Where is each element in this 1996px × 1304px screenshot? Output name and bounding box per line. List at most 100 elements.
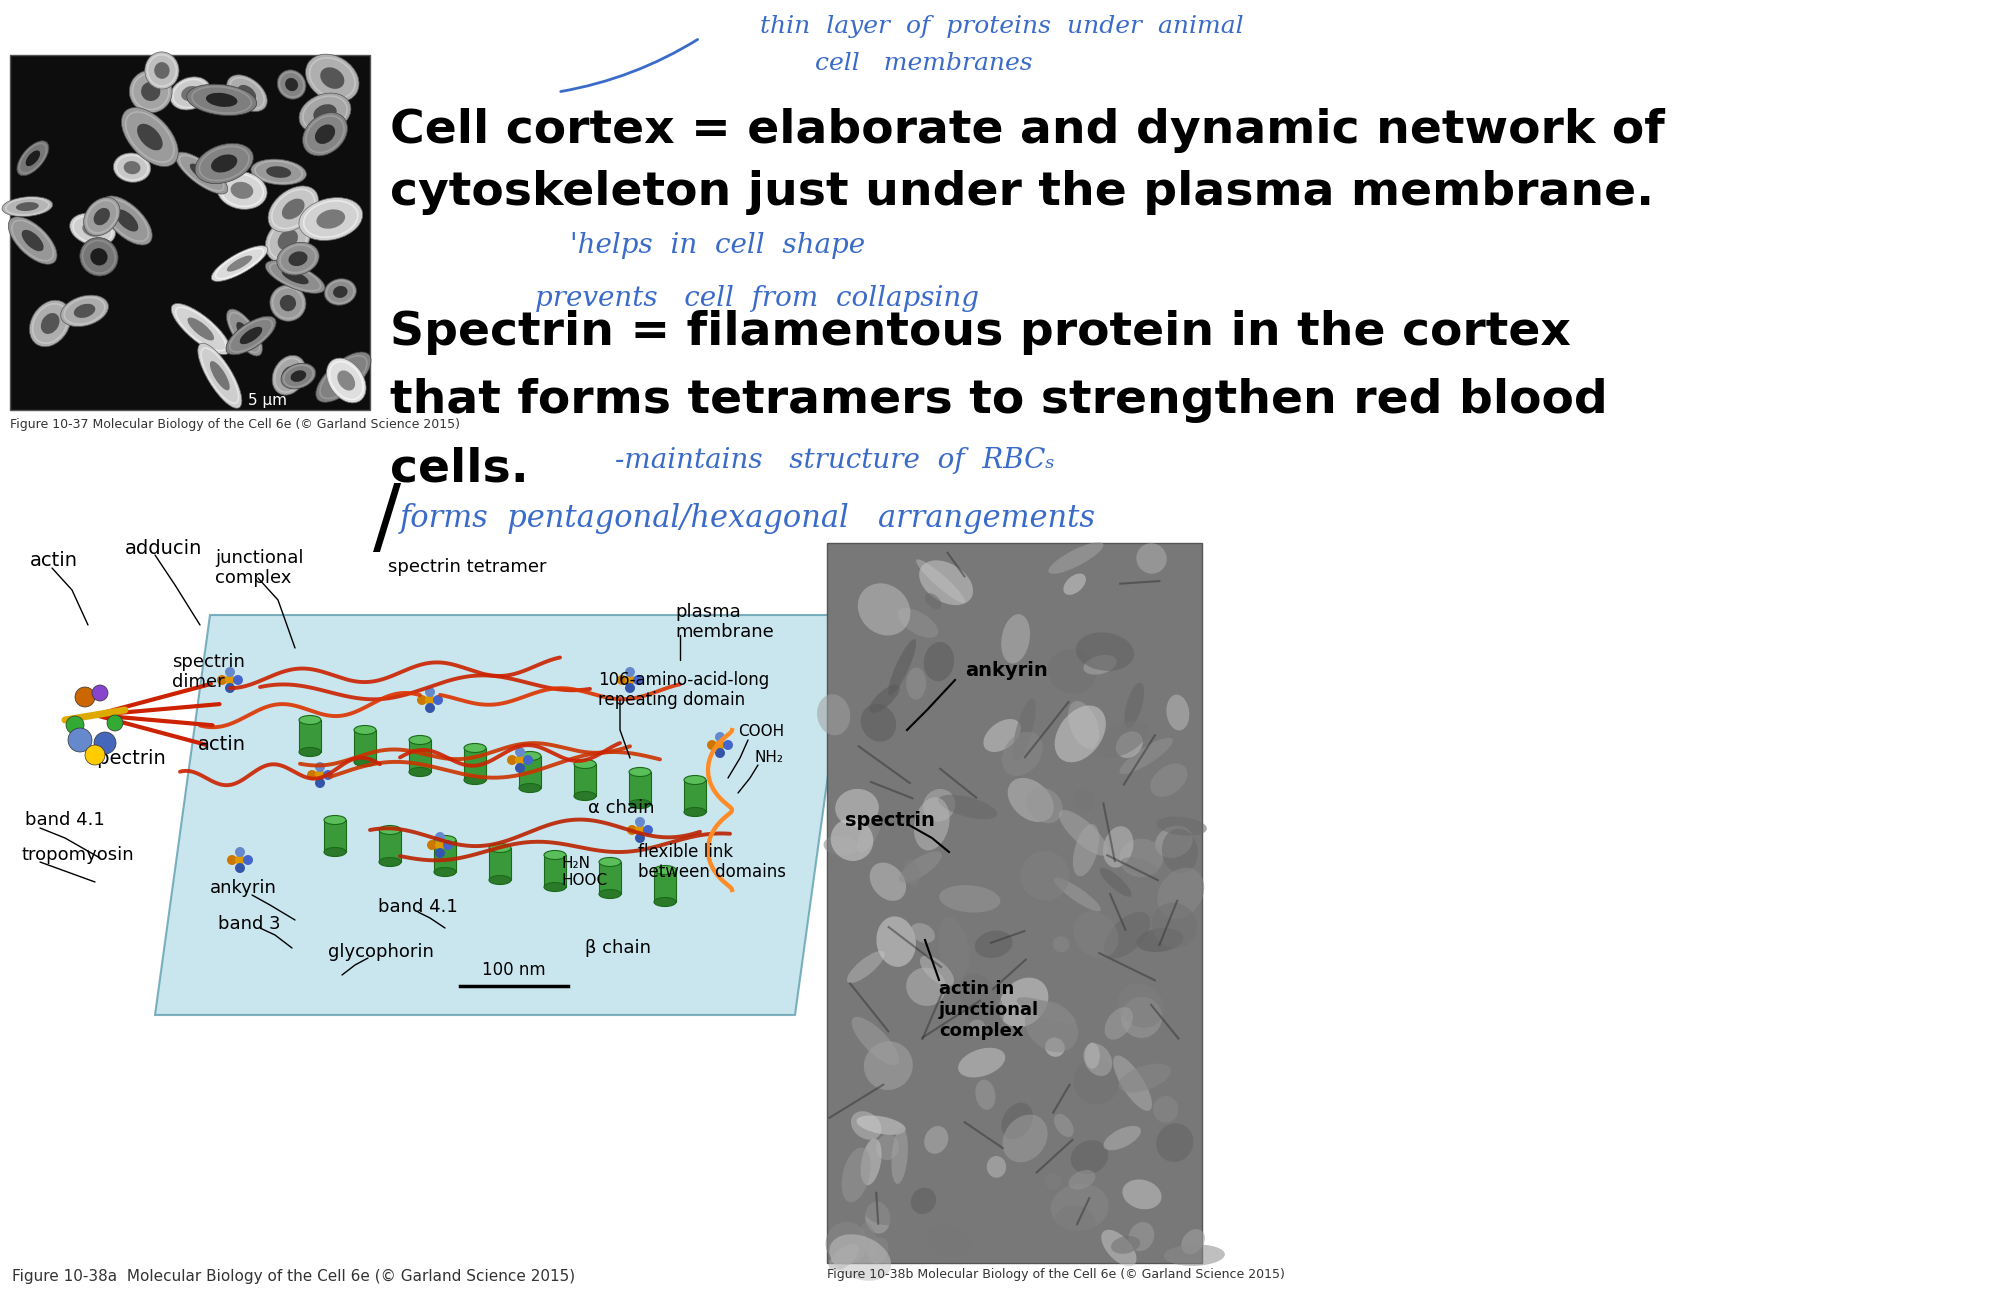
Ellipse shape	[176, 153, 228, 194]
Ellipse shape	[463, 743, 485, 752]
Ellipse shape	[299, 198, 363, 240]
Ellipse shape	[277, 230, 297, 250]
Ellipse shape	[1002, 1103, 1032, 1140]
Text: H₂N
HOOC: H₂N HOOC	[563, 855, 609, 888]
Ellipse shape	[870, 862, 906, 901]
Ellipse shape	[299, 716, 321, 725]
Bar	[409, 739, 431, 772]
Circle shape	[435, 840, 445, 850]
Ellipse shape	[337, 370, 355, 391]
Ellipse shape	[1044, 1174, 1062, 1189]
Ellipse shape	[190, 163, 214, 183]
Bar	[10, 542, 820, 1264]
Text: actin in
junctional
complex: actin in junctional complex	[938, 981, 1040, 1039]
Ellipse shape	[922, 789, 956, 822]
Circle shape	[635, 818, 645, 827]
Ellipse shape	[1116, 732, 1144, 758]
Ellipse shape	[1070, 1140, 1108, 1174]
Circle shape	[234, 675, 244, 685]
Ellipse shape	[860, 1223, 878, 1257]
Ellipse shape	[379, 825, 401, 835]
Ellipse shape	[489, 875, 511, 884]
Ellipse shape	[82, 222, 104, 237]
Ellipse shape	[842, 1148, 870, 1202]
Text: thin  layer  of  proteins  under  animal: thin layer of proteins under animal	[760, 16, 1244, 38]
Ellipse shape	[575, 792, 597, 801]
Ellipse shape	[1074, 789, 1094, 811]
Bar	[353, 730, 375, 762]
Ellipse shape	[315, 352, 371, 403]
Ellipse shape	[816, 694, 850, 735]
Circle shape	[523, 755, 533, 765]
Ellipse shape	[303, 112, 347, 156]
Ellipse shape	[1002, 732, 1042, 776]
Circle shape	[68, 728, 92, 752]
Circle shape	[515, 747, 525, 758]
Ellipse shape	[232, 181, 253, 200]
Ellipse shape	[1104, 1007, 1134, 1039]
Text: COOH: COOH	[739, 725, 784, 739]
Text: α chain: α chain	[589, 799, 655, 818]
Ellipse shape	[379, 858, 401, 866]
Circle shape	[435, 848, 445, 858]
Ellipse shape	[958, 1047, 1006, 1077]
Ellipse shape	[1122, 1179, 1162, 1209]
Text: 'helps  in  cell  shape: 'helps in cell shape	[571, 232, 864, 259]
Circle shape	[635, 833, 645, 842]
Circle shape	[643, 825, 653, 835]
Bar	[10, 55, 369, 409]
Circle shape	[226, 683, 236, 692]
Ellipse shape	[319, 68, 345, 89]
Ellipse shape	[906, 668, 926, 699]
Ellipse shape	[824, 836, 858, 855]
Ellipse shape	[1052, 936, 1070, 952]
Ellipse shape	[876, 917, 916, 966]
Ellipse shape	[920, 956, 954, 986]
Ellipse shape	[124, 160, 140, 175]
Ellipse shape	[1054, 705, 1106, 763]
Ellipse shape	[1102, 1230, 1136, 1266]
Circle shape	[425, 695, 435, 705]
Text: 5 µm: 5 µm	[248, 393, 287, 408]
Ellipse shape	[1104, 827, 1134, 867]
Ellipse shape	[281, 198, 305, 219]
Ellipse shape	[914, 797, 950, 850]
Ellipse shape	[281, 270, 309, 284]
Ellipse shape	[1084, 655, 1116, 674]
Circle shape	[417, 695, 427, 705]
Text: band 4.1: band 4.1	[377, 898, 457, 915]
Text: 100 nm: 100 nm	[483, 961, 545, 979]
Ellipse shape	[926, 1226, 972, 1257]
Ellipse shape	[898, 608, 938, 638]
Ellipse shape	[313, 104, 337, 123]
Text: tropomyosin: tropomyosin	[22, 846, 134, 865]
Ellipse shape	[196, 143, 253, 184]
Text: actin: actin	[198, 735, 246, 755]
Ellipse shape	[868, 1237, 888, 1264]
Ellipse shape	[281, 366, 297, 385]
Circle shape	[307, 769, 317, 780]
Ellipse shape	[1150, 763, 1188, 797]
Ellipse shape	[830, 819, 874, 861]
Ellipse shape	[852, 1017, 900, 1065]
Text: that forms tetramers to strengthen red blood: that forms tetramers to strengthen red b…	[389, 378, 1607, 422]
Ellipse shape	[860, 704, 896, 742]
Text: plasma
membrane: plasma membrane	[675, 602, 774, 642]
Ellipse shape	[172, 304, 230, 355]
Ellipse shape	[1048, 649, 1096, 694]
Circle shape	[236, 863, 246, 872]
Ellipse shape	[924, 1127, 948, 1154]
Ellipse shape	[1156, 816, 1208, 836]
Text: spectrin tetramer: spectrin tetramer	[387, 558, 547, 576]
Ellipse shape	[984, 719, 1020, 752]
Ellipse shape	[238, 85, 255, 102]
Ellipse shape	[333, 286, 347, 297]
Bar	[575, 764, 597, 795]
Ellipse shape	[90, 248, 108, 266]
Ellipse shape	[433, 867, 455, 876]
Ellipse shape	[862, 1191, 912, 1224]
Circle shape	[236, 855, 246, 865]
Circle shape	[425, 703, 435, 713]
Ellipse shape	[1048, 542, 1104, 574]
Ellipse shape	[1020, 852, 1070, 901]
